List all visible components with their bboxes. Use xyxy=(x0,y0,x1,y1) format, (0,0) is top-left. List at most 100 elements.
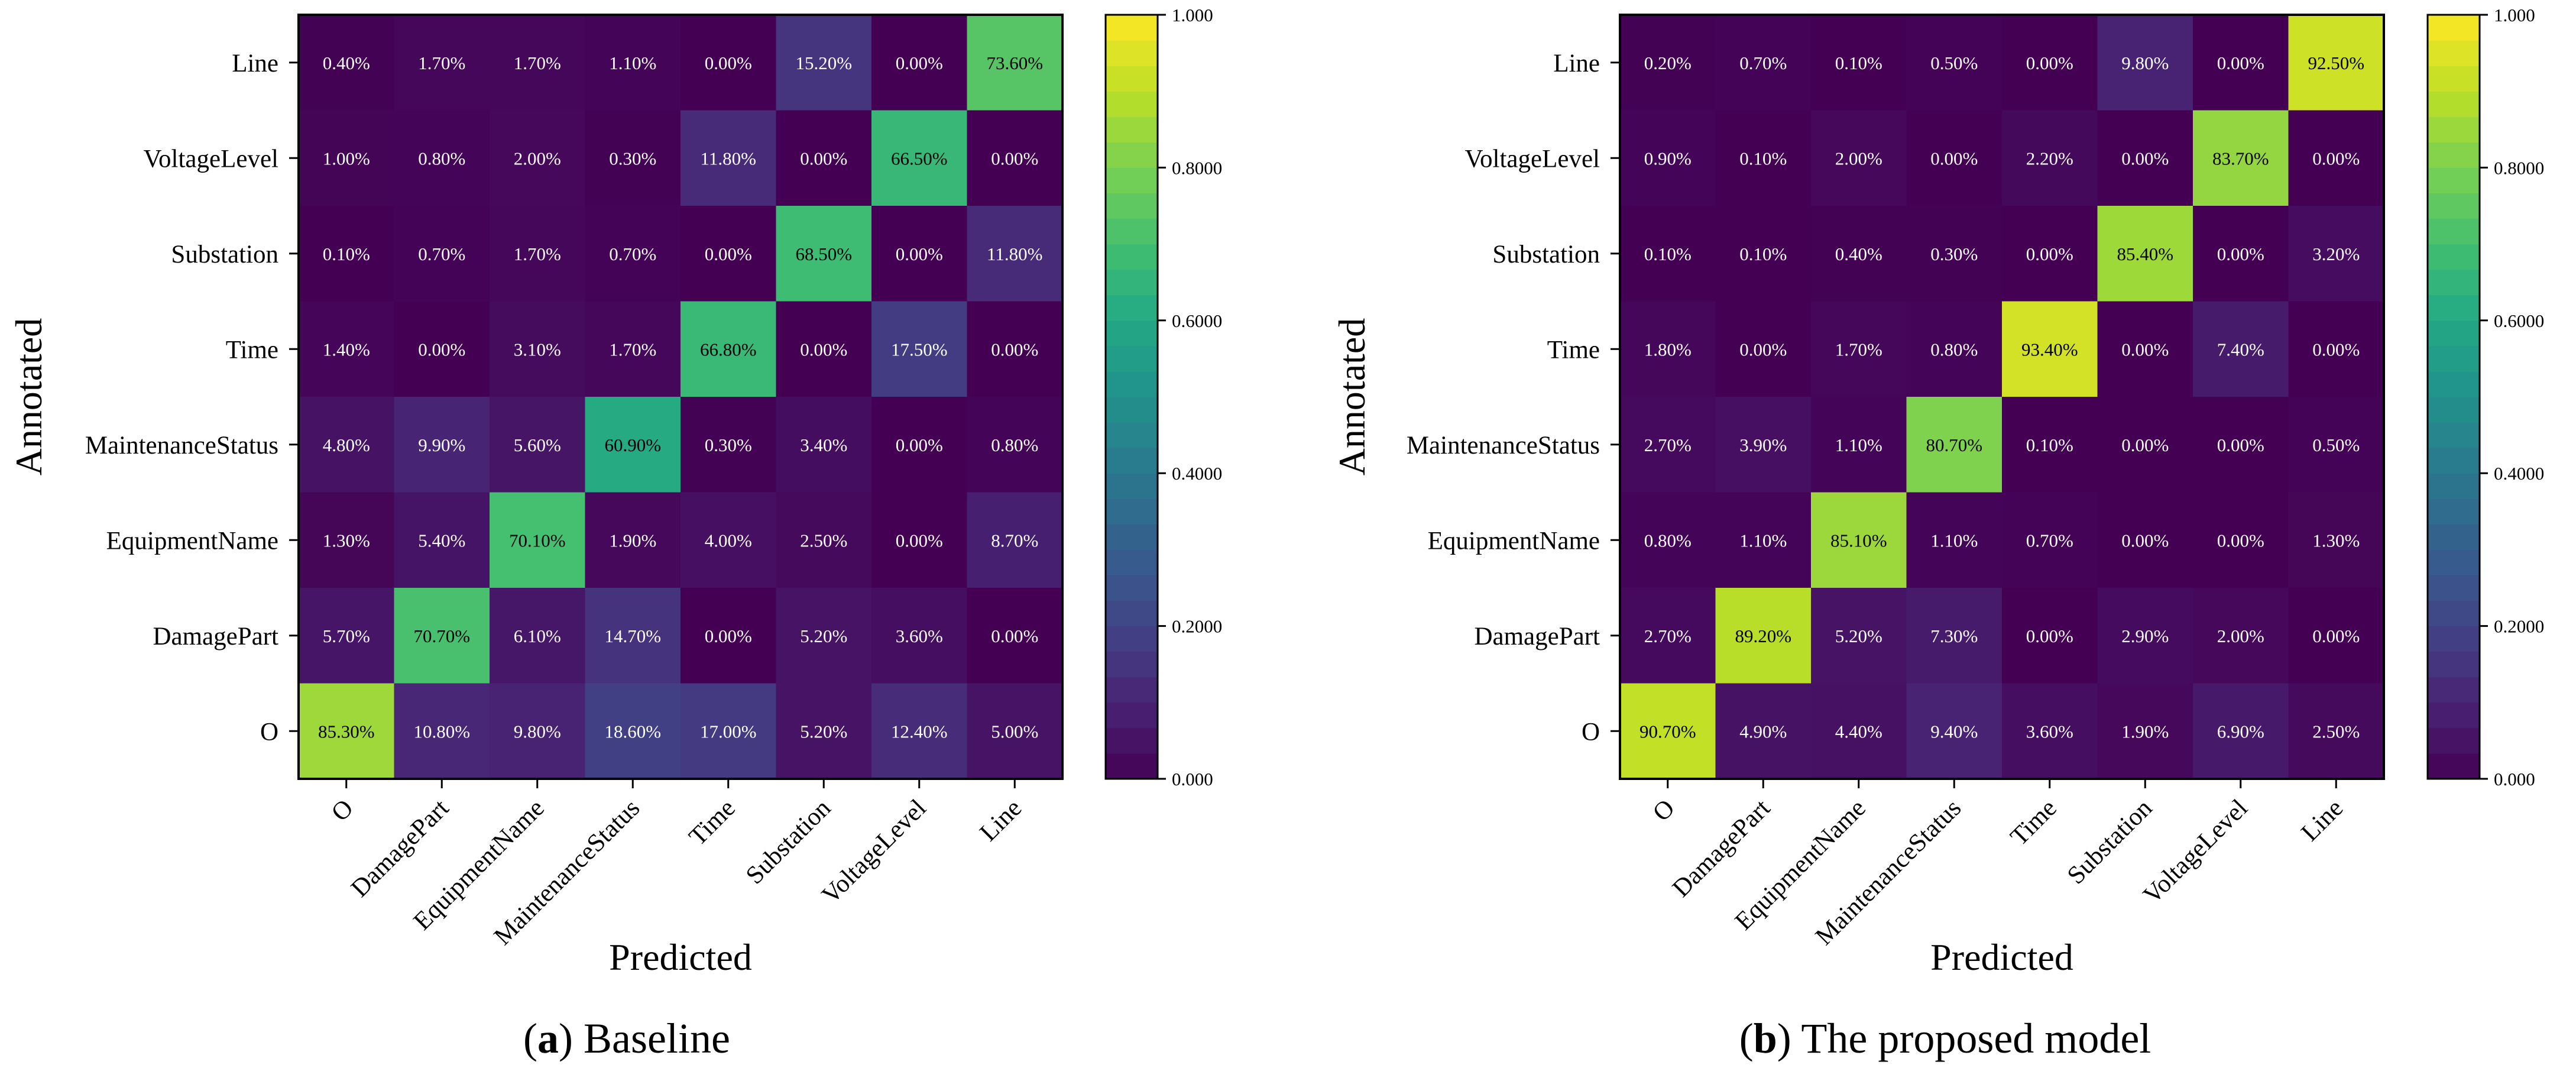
panel-b-colorbar-segment xyxy=(2428,66,2480,92)
panel-b-cell-o-substation xyxy=(2097,683,2193,779)
panel-a-cell-label: 60.90% xyxy=(604,435,661,455)
panel-a-colorbar-segment xyxy=(1106,727,1158,754)
panel-a-y-tick-label: DamagePart xyxy=(153,623,278,650)
panel-a-cell-label: 9.90% xyxy=(418,435,465,455)
panel-b-cell-label: 1.10% xyxy=(1930,530,1978,551)
panel-a-cell-substation-damage-part xyxy=(394,206,490,302)
panel-a-cell-label: 0.30% xyxy=(609,148,656,169)
panel-a-cell-o-time xyxy=(681,683,777,779)
panel-b-cell-label: 7.30% xyxy=(1930,626,1978,646)
panel-a-cell-time-substation xyxy=(776,301,872,397)
panel-b-colorbar-segment xyxy=(2428,499,2480,525)
panel-b-cell-substation-damage-part xyxy=(1715,206,1812,302)
panel-a-cell-label: 15.20% xyxy=(795,53,852,73)
panel-a-colorbar-segment xyxy=(1106,549,1158,576)
panel-a-cell-substation-equipment-name xyxy=(490,206,586,302)
panel-a-colorbar-segment xyxy=(1106,499,1158,525)
panel-b-cell-label: 0.00% xyxy=(2121,530,2169,551)
panel-a-cell-label: 5.20% xyxy=(800,721,847,742)
panel-a-letter: a xyxy=(537,1015,559,1062)
panel-b-cell-label: 0.00% xyxy=(2217,53,2264,73)
panel-b-cell-label: 93.40% xyxy=(2021,339,2078,360)
panel-a-cell-label: 5.60% xyxy=(514,435,561,455)
panel-b-cell-equipment-name-damage-part xyxy=(1715,492,1812,588)
panel-b-cell-damage-part-maintenance-status xyxy=(1906,588,2003,684)
panel-a-cell-substation-line xyxy=(967,206,1063,302)
panel-b-colorbar-segment xyxy=(2428,345,2480,372)
panel-a-cell-label: 3.10% xyxy=(514,339,561,360)
panel-a-cell-label: 0.70% xyxy=(609,244,656,264)
panel-b-cell-label: 0.80% xyxy=(1930,339,1978,360)
panel-b-colorbar-tick-label: 0.000 xyxy=(2494,769,2535,789)
panel-b-cell-label: 0.20% xyxy=(1644,53,1692,73)
panel-a-cell-label: 1.00% xyxy=(323,148,370,169)
panel-a-cell-label: 5.70% xyxy=(323,626,370,646)
panel-b-cell-label: 0.10% xyxy=(1644,244,1692,264)
panel-a-cell-label: 1.70% xyxy=(418,53,465,73)
panel-b-colorbar-segment xyxy=(2428,727,2480,754)
panel-a-cell-time-equipment-name xyxy=(490,301,586,397)
panel-b-cell-maintenance-status-maintenance-status xyxy=(1906,397,2003,493)
panel-a-cell-substation-substation xyxy=(776,206,872,302)
panel-b-y-tick-label: DamagePart xyxy=(1474,623,1600,650)
panel-a-colorbar-segment xyxy=(1106,371,1158,397)
panel-a-cell-label: 0.00% xyxy=(705,626,752,646)
panel-b-cell-substation-time xyxy=(2002,206,2098,302)
panel-b-cell-maintenance-status-voltage-level xyxy=(2193,397,2289,493)
panel-a-cell-maintenance-status-equipment-name xyxy=(490,397,586,493)
panel-b-cell-label: 0.00% xyxy=(2217,435,2264,455)
panel-b-colorbar-segment xyxy=(2428,677,2480,703)
panel-a-cell-voltage-level-line xyxy=(967,110,1063,206)
panel-b-cell-label: 0.70% xyxy=(2026,530,2073,551)
panel-b-colorbar-segment xyxy=(2428,116,2480,143)
panel-a-colorbar-segment xyxy=(1106,116,1158,143)
panel-a-colorbar-tick-label: 0.000 xyxy=(1172,769,1213,789)
panel-a-plot-frame xyxy=(297,14,1064,780)
panel-b-colorbar-tick-label: 0.2000 xyxy=(2494,616,2544,637)
panel-b-cell-substation-line xyxy=(2288,206,2384,302)
panel-a-cell-label: 66.80% xyxy=(700,339,757,360)
panel-b-colorbar-tick-label: 0.8000 xyxy=(2494,157,2544,178)
panel-a-cell-label: 66.50% xyxy=(891,148,948,169)
panel-a-cell-o-maintenance-status xyxy=(585,683,681,779)
panel-b-cell-damage-part-o xyxy=(1620,588,1716,684)
panel-a-colorbar-segment xyxy=(1106,448,1158,474)
panel-b-cell-substation-voltage-level xyxy=(2193,206,2289,302)
panel-a-cell-label: 0.00% xyxy=(705,53,752,73)
panel-b-y-tick-label: Time xyxy=(1547,336,1600,364)
panel-b-cell-line-time xyxy=(2002,15,2098,111)
panel-b-colorbar-segment xyxy=(2428,371,2480,397)
panel-a-y-tick-label: MaintenanceStatus xyxy=(85,432,278,459)
panel-a-cell-label: 0.00% xyxy=(896,244,943,264)
panel-b-cell-time-damage-part xyxy=(1715,301,1812,397)
panel-b-cell-o-o xyxy=(1620,683,1716,779)
panel-a-cell-label: 3.60% xyxy=(896,626,943,646)
panel-a-cell-label: 4.80% xyxy=(323,435,370,455)
panel-b-colorbar-segment xyxy=(2428,269,2480,296)
panel-b-cell-o-time xyxy=(2002,683,2098,779)
panel-a-cell-label: 11.80% xyxy=(987,244,1042,264)
panel-b-caption: (b) The proposed model xyxy=(1739,1015,2151,1062)
panel-a-cell-label: 1.90% xyxy=(609,530,656,551)
panel-b-letter: b xyxy=(1754,1015,1777,1062)
panel-a-cell-voltage-level-equipment-name xyxy=(490,110,586,206)
panel-a-cell-maintenance-status-voltage-level xyxy=(871,397,968,493)
panel-a-cell-line-line xyxy=(967,15,1063,111)
panel-a-cell-label: 5.40% xyxy=(418,530,465,551)
panel-a-cell-label: 0.00% xyxy=(800,148,847,169)
panel-b-colorbar-segment xyxy=(2428,524,2480,550)
panel-b-cell-label: 3.90% xyxy=(1739,435,1787,455)
panel-b-cell-label: 1.30% xyxy=(2312,530,2360,551)
panel-a-cell-equipment-name-substation xyxy=(776,492,872,588)
panel-a-cell-maintenance-status-o xyxy=(299,397,395,493)
panel-a-cell-label: 85.30% xyxy=(318,721,375,742)
panel-b-cell-label: 0.00% xyxy=(2312,626,2360,646)
panel-b-colorbar-segment xyxy=(2428,397,2480,423)
panel-b-cell-damage-part-voltage-level xyxy=(2193,588,2289,684)
panel-b-cell-substation-substation xyxy=(2097,206,2193,302)
panel-a-colorbar-tick-label: 0.8000 xyxy=(1172,157,1222,178)
panel-b-cell-o-equipment-name xyxy=(1811,683,1907,779)
panel-b-cell-time-o xyxy=(1620,301,1716,397)
panel-b-cell-label: 85.40% xyxy=(2117,244,2173,264)
